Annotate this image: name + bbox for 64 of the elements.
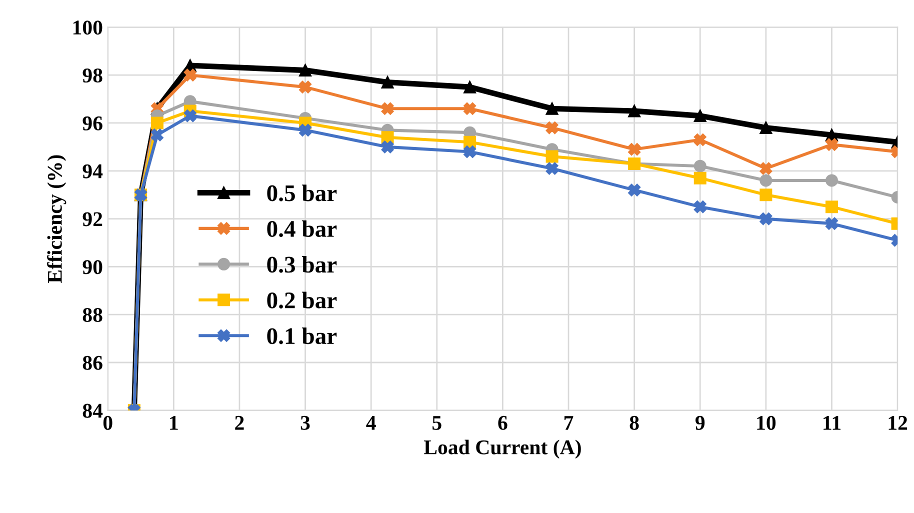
point (760, 122, 772, 134)
point (464, 80, 476, 94)
point (381, 131, 394, 144)
point (299, 80, 312, 94)
point (299, 124, 312, 136)
point (381, 102, 394, 115)
y-tick-label: 90 (82, 260, 102, 274)
x-tick-label: 8 (630, 416, 639, 430)
point (760, 188, 772, 202)
point (628, 184, 641, 196)
y-tick-label: 84 (82, 404, 103, 418)
point (546, 150, 558, 163)
point (760, 162, 772, 175)
point (694, 200, 706, 214)
legend-label: 0.5 bar (267, 184, 337, 202)
point (299, 64, 312, 77)
legend-label: 0.4 bar (267, 220, 337, 238)
point (694, 172, 706, 184)
point (825, 200, 838, 214)
point (546, 102, 558, 115)
y-tick-label: 100 (73, 20, 102, 35)
point (760, 174, 772, 187)
point (464, 102, 476, 115)
x-tick-label: 11 (824, 416, 841, 430)
point (760, 212, 772, 226)
x-tick-label: 6 (498, 416, 508, 430)
legend-label: 0.2 bar (267, 292, 337, 309)
point (546, 122, 558, 134)
x-tick-label: 0 (103, 416, 112, 430)
y-tick-label: 94 (82, 164, 103, 178)
point (150, 116, 164, 130)
point (381, 76, 394, 89)
x-tick-label: 4 (366, 416, 376, 430)
y-tick-label: 88 (82, 308, 102, 322)
legend-label: 0.3 bar (267, 256, 337, 273)
x-tick-label: 2 (235, 416, 244, 430)
point (694, 134, 706, 146)
y-tick-label: 96 (82, 116, 102, 130)
point (546, 162, 558, 175)
point (184, 110, 196, 122)
x-axis-title: Load Current (A) (424, 440, 581, 459)
x-tick-label: 7 (564, 416, 574, 430)
legend-label: 0.1 bar (267, 328, 337, 344)
point (464, 145, 476, 158)
point (184, 68, 196, 82)
point (628, 104, 641, 118)
x-tick-label: 12 (888, 416, 908, 430)
point (694, 160, 706, 172)
point (150, 128, 164, 142)
y-tick-label: 86 (82, 356, 102, 370)
point (381, 140, 394, 154)
y-tick-label: 92 (82, 212, 102, 226)
point (694, 110, 706, 122)
y-axis-title: Efficiency (%) (47, 155, 66, 283)
point (628, 143, 641, 156)
point (825, 174, 838, 187)
point (825, 138, 838, 151)
point (825, 217, 838, 230)
x-tick-label: 3 (300, 416, 310, 430)
x-tick-label: 9 (695, 416, 705, 430)
y-tick-label: 98 (82, 68, 102, 83)
x-tick-label: 10 (757, 416, 776, 430)
x-tick-label: 5 (432, 416, 442, 430)
x-tick-label: 1 (170, 416, 178, 430)
